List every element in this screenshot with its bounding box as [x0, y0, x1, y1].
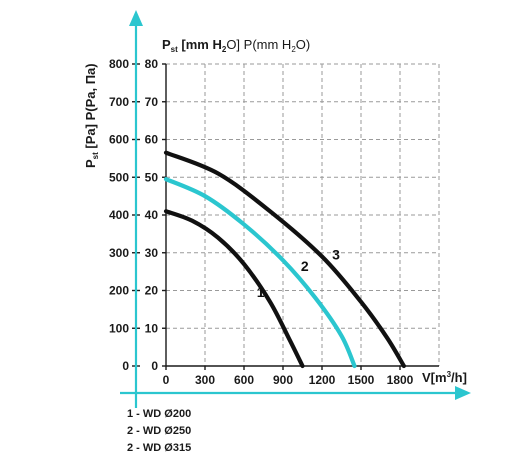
y-tick-label-mm: 20 [145, 284, 159, 298]
y-tick-label-mm: 10 [145, 321, 159, 335]
x-tick-label: 300 [195, 373, 215, 387]
chart-title: Pst [mm H2O] P(mm H2O) [162, 37, 310, 54]
y-tick-label-pa: 700 [109, 95, 129, 109]
legend-item: 2 - WD Ø315 [127, 442, 192, 454]
series-line-1 [163, 209, 305, 369]
grid-lines [166, 63, 440, 366]
y-tick-label-pa: 800 [109, 57, 129, 71]
y-tick-label-mm: 30 [145, 246, 159, 260]
y-tick-label-mm: 40 [145, 208, 159, 222]
y-tick-label-pa: 400 [109, 208, 129, 222]
x-tick-label: 1500 [348, 373, 375, 387]
x-axis-arrowhead [455, 386, 471, 400]
y-tick-label-pa: 600 [109, 133, 129, 147]
y-tick-label-pa: 300 [109, 246, 129, 260]
y-tick-label-pa: 500 [109, 170, 129, 184]
tick-labels: 8007006005004003002001000807060504030201… [109, 57, 414, 387]
y-tick-label-pa: 0 [122, 359, 129, 373]
y-axis-label: Pst [Pa] P(Pa, Па) [83, 63, 100, 168]
y-tick-label-pa: 100 [109, 321, 129, 335]
y-axis-arrowhead [129, 10, 143, 26]
legend: 1 - WD Ø200 2 - WD Ø250 2 - WD Ø315 [127, 406, 191, 457]
series-label-3: 3 [332, 246, 340, 262]
y-tick-label-mm: 0 [151, 359, 158, 373]
series-label-1: 1 [257, 284, 265, 300]
x-tick-label: 0 [163, 373, 170, 387]
y-tick-label-mm: 60 [145, 133, 159, 147]
series-line-3 [163, 150, 406, 369]
x-tick-label: 1800 [387, 373, 414, 387]
x-tick-label: 1200 [309, 373, 336, 387]
series-line-2 [163, 177, 357, 369]
y-tick-label-mm: 50 [145, 170, 159, 184]
axis-arrows [120, 10, 471, 408]
legend-item: 2 - WD Ø250 [127, 425, 192, 437]
x-axis-label: V[m3/h] [422, 370, 467, 385]
x-tick-label: 900 [273, 373, 293, 387]
y-tick-label-mm: 80 [145, 57, 159, 71]
data-series: 1 2 3 [163, 150, 406, 369]
legend-item: 1 - WD Ø200 [127, 408, 192, 420]
y-tick-label-pa: 200 [109, 284, 129, 298]
y-tick-label-mm: 70 [145, 95, 159, 109]
x-tick-label: 600 [234, 373, 254, 387]
series-label-2: 2 [301, 258, 309, 274]
